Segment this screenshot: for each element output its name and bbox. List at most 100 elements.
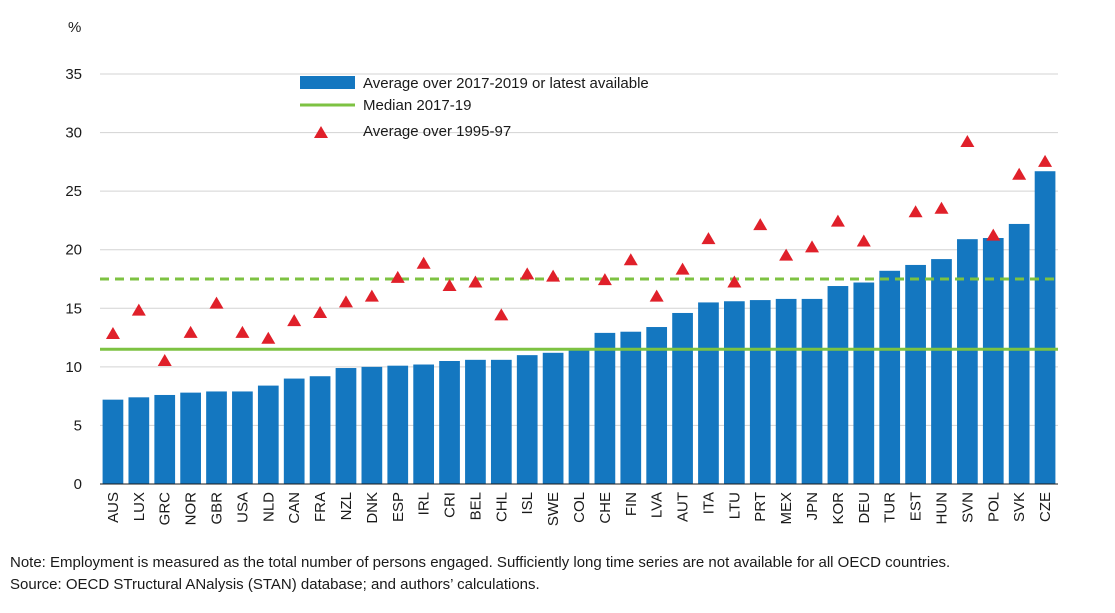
marker — [235, 325, 250, 338]
bar — [283, 378, 305, 484]
marker — [313, 305, 328, 318]
x-tick-label: IRL — [416, 492, 433, 515]
chart-note: Note: Employment is measured as the tota… — [10, 554, 951, 571]
legend-bar-swatch — [300, 76, 355, 89]
gridlines — [100, 73, 1058, 426]
marker — [623, 253, 638, 266]
y-tick-label: 25 — [65, 183, 82, 200]
reference-lines — [100, 277, 1058, 351]
x-tick-label: KOR — [830, 492, 847, 525]
bar — [931, 259, 952, 484]
legend-bar-label: Average over 2017-2019 or latest availab… — [363, 75, 649, 92]
x-tick-label: FIN — [623, 492, 640, 516]
x-tick-label: CHE — [597, 492, 614, 524]
bar — [957, 239, 978, 484]
bar — [206, 391, 227, 484]
x-tick-label: SVN — [959, 492, 976, 523]
x-axis-tick-labels: AUS LUX GRC NOR GBR USA NLD CAN FRA NZL DNK ESP IRL C… — [105, 492, 1054, 526]
marker — [934, 201, 949, 214]
x-tick-label: NOR — [183, 492, 200, 526]
bars — [102, 171, 1056, 484]
bar — [387, 365, 409, 484]
bar — [542, 352, 564, 484]
x-tick-label: CRI — [442, 492, 459, 518]
y-axis-ticks: 0 5 10 15 20 25 30 35 — [65, 66, 82, 493]
bar — [646, 327, 668, 484]
x-tick-label: CAN — [286, 492, 303, 524]
bar — [516, 355, 538, 484]
x-tick-label: LVA — [649, 492, 666, 518]
x-tick-label: LUX — [131, 492, 148, 521]
bar — [801, 298, 823, 484]
marker — [287, 314, 302, 327]
bar — [439, 361, 460, 484]
bar — [827, 286, 849, 484]
bar — [232, 391, 253, 484]
y-tick-label: 0 — [74, 476, 82, 493]
marker — [830, 214, 845, 227]
bar — [749, 300, 771, 484]
marker — [908, 205, 923, 218]
marker — [675, 262, 690, 275]
x-tick-label: LTU — [726, 492, 743, 519]
bar — [465, 359, 486, 484]
marker — [649, 289, 664, 302]
bar — [672, 312, 693, 484]
marker — [597, 273, 612, 286]
bar — [775, 298, 797, 484]
marker — [701, 232, 716, 245]
legend-marker-label: Average over 1995-97 — [363, 123, 511, 140]
y-tick-label: 10 — [65, 359, 82, 376]
bar — [879, 270, 901, 484]
bar — [154, 394, 176, 484]
marker — [364, 289, 379, 302]
legend-median-label: Median 2017-19 — [363, 97, 471, 114]
x-tick-label: AUS — [105, 492, 122, 523]
marker — [183, 325, 198, 338]
x-tick-label: BEL — [467, 492, 484, 520]
x-tick-label: MEX — [778, 492, 795, 525]
chart-source: Source: OECD STructural ANalysis (STAN) … — [10, 576, 540, 593]
bar — [620, 331, 642, 484]
bar — [905, 264, 926, 484]
x-tick-label: COL — [571, 492, 588, 523]
bar — [257, 385, 279, 484]
marker — [856, 234, 871, 247]
x-tick-label: SVK — [1011, 492, 1028, 522]
x-tick-label: SWE — [545, 492, 562, 526]
marker — [416, 256, 431, 269]
x-tick-label: HUN — [933, 492, 950, 525]
x-tick-label: ISL — [519, 492, 536, 515]
marker — [520, 267, 535, 280]
legend-marker-swatch — [314, 126, 328, 138]
x-tick-label: EST — [908, 492, 925, 521]
legend: Average over 2017-2019 or latest availab… — [300, 75, 649, 140]
x-tick-label: CHL — [493, 492, 510, 522]
x-tick-label: NZL — [338, 492, 355, 520]
x-tick-label: ESP — [390, 492, 407, 522]
marker — [157, 354, 172, 366]
bar — [102, 399, 124, 484]
marker — [986, 228, 1001, 241]
y-tick-label: 35 — [65, 66, 82, 83]
marker — [494, 308, 509, 321]
bar — [1008, 223, 1030, 484]
bar — [335, 368, 357, 484]
marker — [131, 303, 146, 316]
marker — [546, 269, 561, 282]
bar — [1034, 171, 1056, 484]
bar — [594, 332, 616, 484]
bar — [698, 302, 719, 484]
x-tick-label: GBR — [209, 492, 226, 525]
bar — [128, 397, 150, 484]
bar — [490, 359, 512, 484]
x-tick-label: CZE — [1037, 492, 1054, 522]
bar — [568, 349, 590, 484]
marker — [727, 275, 742, 288]
x-tick-label: AUT — [675, 492, 692, 522]
bar — [853, 282, 875, 484]
bar — [723, 301, 745, 484]
marker — [960, 134, 975, 147]
bar — [309, 376, 331, 484]
x-tick-label: USA — [234, 492, 251, 523]
